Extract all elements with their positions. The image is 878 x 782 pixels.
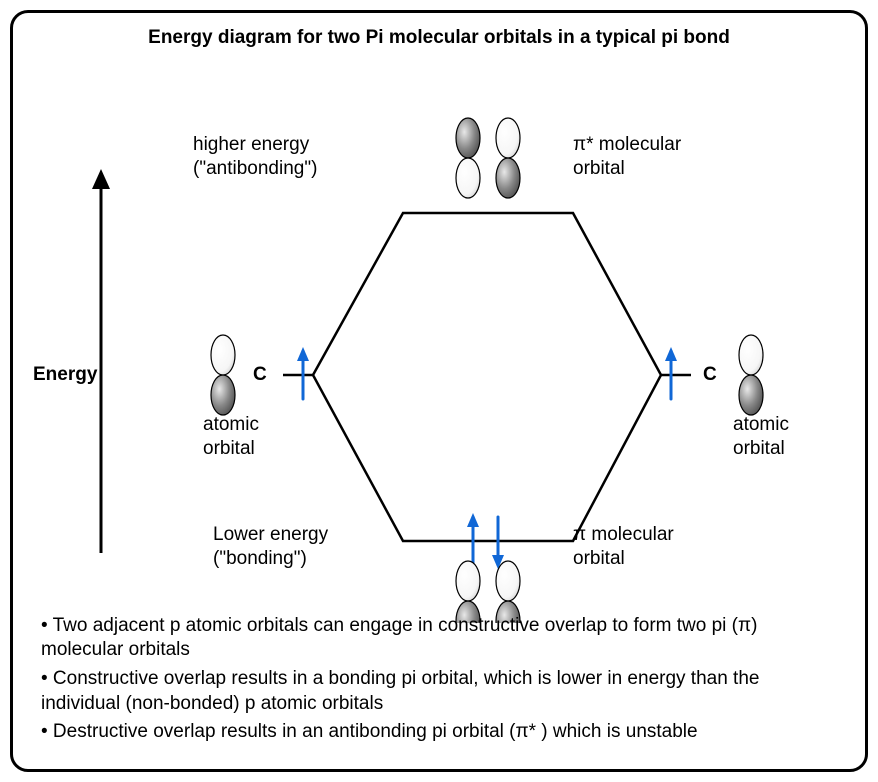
atomic-orbital-left-label: atomic orbital [203,413,259,461]
energy-axis-label: Energy [33,363,97,387]
higher-energy-label: higher energy ("antibonding") [193,133,317,181]
pi-line2: orbital [573,548,625,569]
lower-line1: Lower energy [213,524,328,545]
energy-diagram: Energy higher energy ("antibonding") π* … [13,63,871,623]
aright-line2: orbital [733,438,785,459]
lower-energy-label: Lower energy ("bonding") [213,523,328,571]
carbon-right-label: C [703,363,717,387]
carbon-left-label: C [253,363,267,387]
pi-label: π molecular orbital [573,523,674,571]
aleft-line1: atomic [203,414,259,435]
atomic-orbital-right-label: atomic orbital [733,413,789,461]
higher-line2: ("antibonding") [193,158,317,179]
note-3: • Destructive overlap results in an anti… [41,720,837,745]
lower-line2: ("bonding") [213,548,307,569]
pi-line1: π molecular [573,524,674,545]
pistar-line2: orbital [573,158,625,179]
higher-line1: higher energy [193,134,309,155]
note-2: • Constructive overlap results in a bond… [41,667,837,716]
note-1: • Two adjacent p atomic orbitals can eng… [41,614,837,663]
notes-block: • Two adjacent p atomic orbitals can eng… [41,610,837,749]
pistar-line1: π* molecular [573,134,681,155]
diagram-svg [13,63,871,623]
diagram-frame: Energy diagram for two Pi molecular orbi… [10,10,868,772]
aleft-line2: orbital [203,438,255,459]
aright-line1: atomic [733,414,789,435]
diagram-title: Energy diagram for two Pi molecular orbi… [13,27,865,49]
pi-star-label: π* molecular orbital [573,133,681,181]
